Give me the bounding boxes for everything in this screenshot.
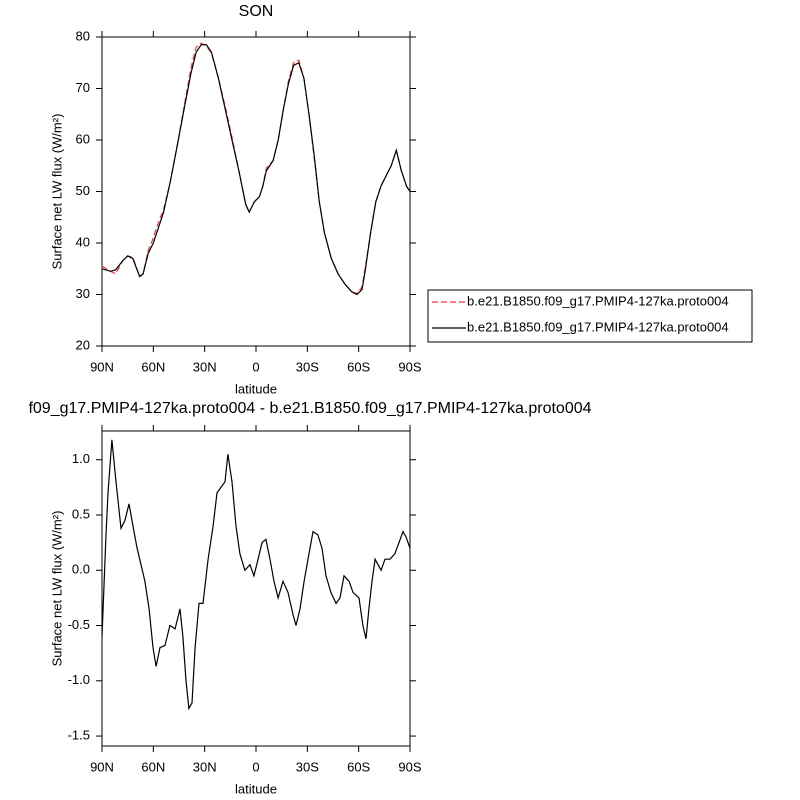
x-tick-label: 60S [347,359,370,374]
y-axis-label: Surface net LW flux (W/m²) [49,114,64,270]
y-tick-label: -0.5 [68,617,90,632]
chart-title: SON [239,3,274,20]
x-tick-label: 60N [141,359,165,374]
y-tick-label: -1.0 [68,672,90,687]
x-tick-label: 60N [141,759,165,774]
x-tick-label: 30S [296,359,319,374]
y-tick-label: 30 [76,286,90,301]
x-tick-label: 90N [90,759,114,774]
data-line [101,42,411,295]
legend-label: b.e21.B1850.f09_g17.PMIP4-127ka.proto004 [467,319,729,334]
plot-frame [101,430,411,747]
y-tick-label: 50 [76,183,90,198]
y-tick-label: 70 [76,80,90,95]
x-tick-label: 90N [90,359,114,374]
x-tick-label: 0 [252,759,259,774]
y-tick-label: 0.5 [72,506,90,521]
y-tick-label: 20 [76,337,90,352]
x-tick-label: 30S [296,759,319,774]
y-tick-label: 0.0 [72,562,90,577]
x-axis-label: latitude [235,381,277,396]
x-axis-label: latitude [235,781,277,796]
legend-box [427,289,753,343]
y-tick-label: 60 [76,131,90,146]
plot-frame [101,36,411,347]
x-tick-label: 0 [252,359,259,374]
x-tick-label: 30N [193,759,217,774]
chart-title: f09_g17.PMIP4-127ka.proto004 - b.e21.B18… [28,400,591,417]
data-line [101,439,411,711]
y-tick-label: 80 [76,28,90,43]
y-tick-label: -1.5 [68,727,90,742]
y-tick-label: 1.0 [72,451,90,466]
data-line [101,44,411,296]
y-axis-label: Surface net LW flux (W/m²) [49,511,64,667]
x-tick-label: 90S [398,759,421,774]
x-tick-label: 60S [347,759,370,774]
x-tick-label: 90S [398,359,421,374]
x-tick-label: 30N [193,359,217,374]
y-tick-label: 40 [76,234,90,249]
legend-label: b.e21.B1850.f09_g17.PMIP4-127ka.proto004 [467,293,729,308]
